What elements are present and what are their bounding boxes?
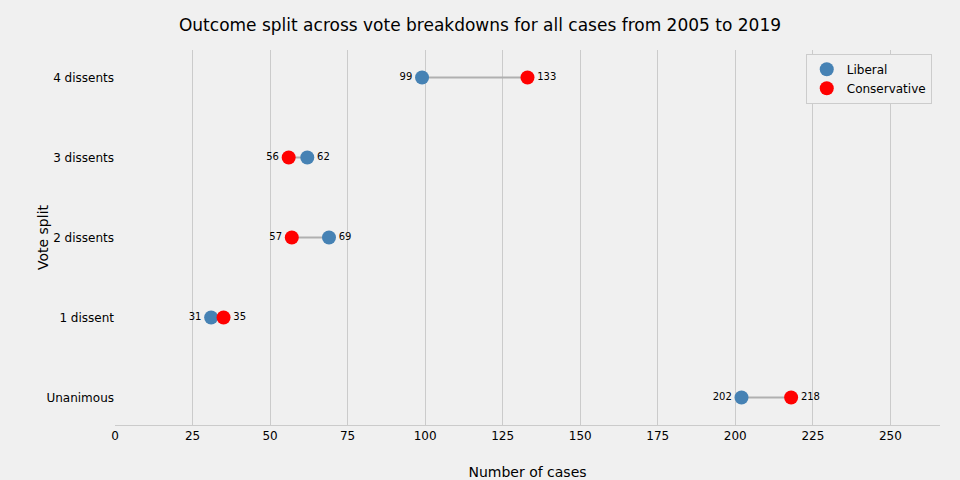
svg-text:225: 225 bbox=[801, 429, 824, 443]
svg-text:Vote split: Vote split bbox=[35, 204, 51, 270]
svg-text:31: 31 bbox=[189, 311, 202, 322]
svg-text:Conservative: Conservative bbox=[847, 82, 926, 96]
svg-text:57: 57 bbox=[269, 231, 282, 242]
svg-text:2 dissents: 2 dissents bbox=[53, 231, 114, 245]
svg-text:175: 175 bbox=[646, 429, 669, 443]
svg-text:3 dissents: 3 dissents bbox=[53, 151, 114, 165]
svg-text:56: 56 bbox=[266, 151, 279, 162]
svg-text:250: 250 bbox=[879, 429, 902, 443]
svg-text:99: 99 bbox=[400, 71, 413, 82]
svg-text:0: 0 bbox=[111, 429, 119, 443]
svg-text:200: 200 bbox=[724, 429, 747, 443]
svg-text:4 dissents: 4 dissents bbox=[53, 71, 114, 85]
svg-text:Outcome split across vote brea: Outcome split across vote breakdowns for… bbox=[179, 15, 781, 35]
svg-text:202: 202 bbox=[713, 391, 732, 402]
svg-text:75: 75 bbox=[340, 429, 355, 443]
svg-text:Liberal: Liberal bbox=[847, 63, 888, 77]
svg-text:50: 50 bbox=[262, 429, 277, 443]
svg-text:100: 100 bbox=[414, 429, 437, 443]
svg-text:Unanimous: Unanimous bbox=[46, 391, 114, 405]
svg-text:35: 35 bbox=[233, 311, 246, 322]
svg-text:62: 62 bbox=[317, 151, 330, 162]
svg-text:218: 218 bbox=[801, 391, 820, 402]
svg-text:69: 69 bbox=[339, 231, 352, 242]
svg-text:1 dissent: 1 dissent bbox=[59, 311, 114, 325]
svg-text:125: 125 bbox=[491, 429, 514, 443]
svg-text:133: 133 bbox=[537, 71, 556, 82]
svg-text:25: 25 bbox=[185, 429, 200, 443]
svg-text:Number of cases: Number of cases bbox=[468, 464, 586, 480]
svg-text:150: 150 bbox=[569, 429, 592, 443]
